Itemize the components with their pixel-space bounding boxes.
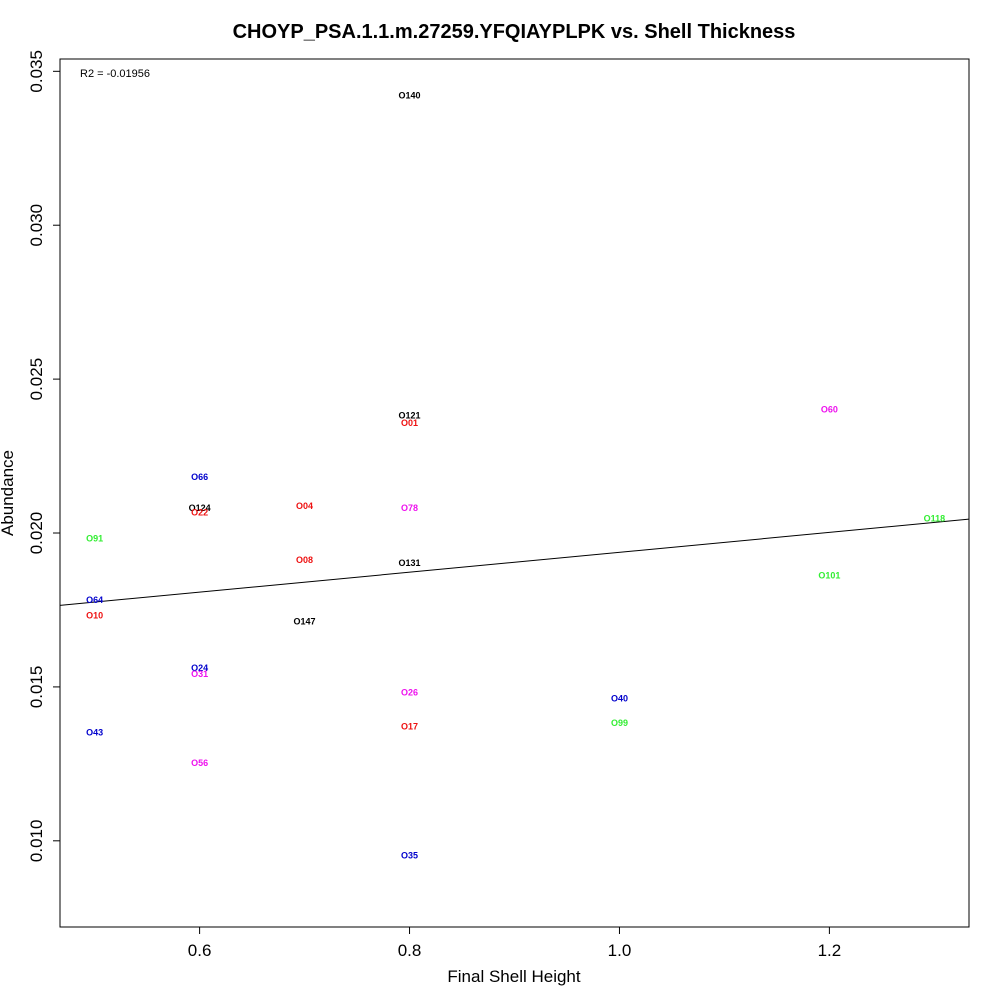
data-point-label: O131 <box>399 558 421 568</box>
x-tick-label: 1.2 <box>818 941 842 960</box>
data-point-label: O08 <box>296 555 313 565</box>
data-point-label: O60 <box>821 404 838 414</box>
data-point-label: O35 <box>401 851 418 861</box>
y-tick-label: 0.035 <box>27 50 46 93</box>
data-point-label: O40 <box>611 694 628 704</box>
data-point-label: O04 <box>296 501 313 511</box>
data-point-label: O22 <box>191 507 208 517</box>
y-tick-label: 0.025 <box>27 358 46 401</box>
data-point-label: O66 <box>191 472 208 482</box>
y-tick-label: 0.010 <box>27 820 46 863</box>
y-axis: 0.010 0.015 0.020 0.025 0.030 0.035 <box>27 50 60 862</box>
data-point-label: O01 <box>401 418 418 428</box>
data-point-label: O147 <box>294 617 316 627</box>
data-point-label: O78 <box>401 503 418 513</box>
x-tick-label: 0.6 <box>188 941 212 960</box>
data-point-label: O91 <box>86 534 103 544</box>
data-point-label: O118 <box>924 514 946 524</box>
data-point-label: O121 <box>399 410 421 420</box>
data-point-label: O101 <box>818 570 840 580</box>
x-tick-label: 0.8 <box>398 941 422 960</box>
x-tick-label: 1.0 <box>608 941 632 960</box>
y-tick-label: 0.015 <box>27 666 46 709</box>
data-point-label: O10 <box>86 610 103 620</box>
data-point-label: O56 <box>191 758 208 768</box>
y-axis-label: Abundance <box>0 450 17 536</box>
data-point-label: O17 <box>401 721 418 731</box>
data-point-label: O24 <box>191 663 208 673</box>
y-tick-label: 0.020 <box>27 512 46 555</box>
x-axis-label: Final Shell Height <box>447 967 581 986</box>
data-point-label: O124 <box>189 503 211 513</box>
regression-line-group <box>59 518 970 606</box>
data-point-label: O31 <box>191 669 208 679</box>
regression-line <box>59 518 970 606</box>
plot-frame <box>59 58 970 928</box>
data-point-label: O64 <box>86 595 103 605</box>
data-point-label: O140 <box>399 90 421 100</box>
x-axis: 0.6 0.8 1.0 1.2 <box>188 927 841 960</box>
r2-annotation: R2 = -0.01956 <box>80 68 150 80</box>
chart-title: CHOYP_PSA.1.1.m.27259.YFQIAYPLPK vs. She… <box>233 21 796 43</box>
data-point-label: O26 <box>401 687 418 697</box>
y-tick-label: 0.030 <box>27 204 46 247</box>
data-point-label: O99 <box>611 718 628 728</box>
data-point-label: O43 <box>86 727 103 737</box>
